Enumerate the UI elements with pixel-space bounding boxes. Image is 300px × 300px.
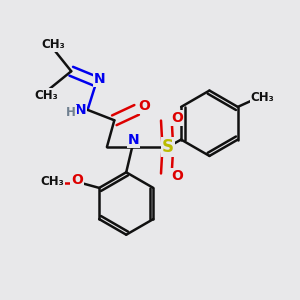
Text: O: O [171,111,183,125]
Text: N: N [94,72,105,86]
Text: CH₃: CH₃ [41,38,65,51]
Text: O: O [138,99,150,113]
Text: H: H [66,106,76,119]
Text: CH₃: CH₃ [250,91,274,103]
Text: O: O [171,169,183,183]
Text: N: N [74,103,86,117]
Text: CH₃: CH₃ [40,176,64,188]
Text: O: O [71,173,83,187]
Text: CH₃: CH₃ [34,88,58,101]
Text: S: S [162,138,174,156]
Text: N: N [128,134,140,148]
